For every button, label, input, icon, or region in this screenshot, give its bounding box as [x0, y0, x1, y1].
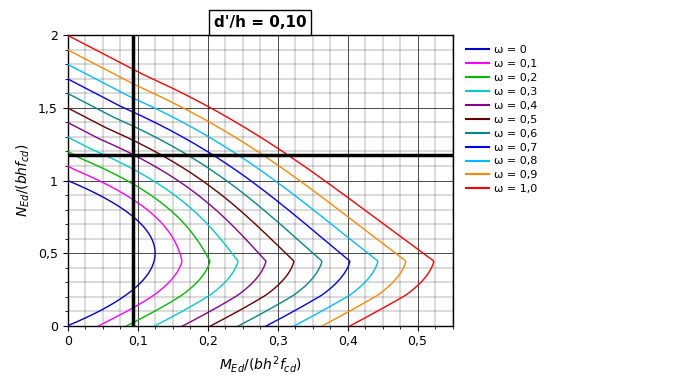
Title: d'/h = 0,10: d'/h = 0,10 — [214, 15, 306, 30]
X-axis label: $M_{Ed}/(bh^2f_{cd})$: $M_{Ed}/(bh^2f_{cd})$ — [219, 354, 302, 375]
Y-axis label: $N_{Ed}/(bhf_{cd})$: $N_{Ed}/(bhf_{cd})$ — [15, 144, 33, 217]
Legend: ω = 0, ω = 0,1, ω = 0,2, ω = 0,3, ω = 0,4, ω = 0,5, ω = 0,6, ω = 0,7, ω = 0,8, ω: ω = 0, ω = 0,1, ω = 0,2, ω = 0,3, ω = 0,… — [462, 41, 542, 199]
